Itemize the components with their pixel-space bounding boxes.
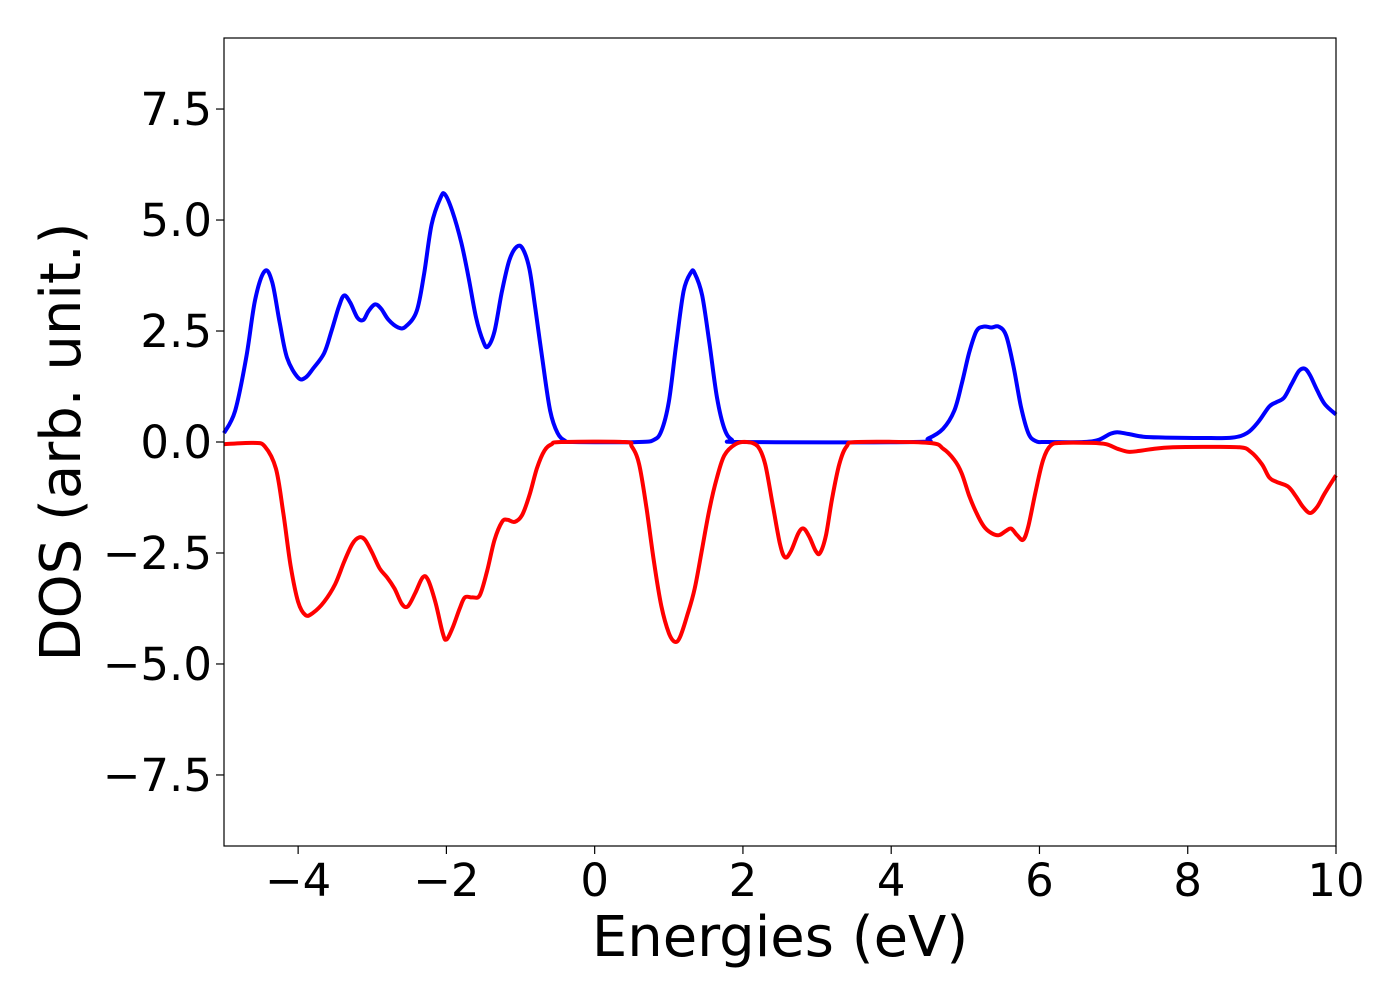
x-tick-label: 0 <box>580 854 609 907</box>
x-tick-label: 8 <box>1173 854 1202 907</box>
y-axis: 7.5 5.0 2.5 0.0 −2.5 −5.0 −7.5 <box>103 83 224 802</box>
y-tick-label: 7.5 <box>140 83 212 136</box>
y-tick-label: −5.0 <box>103 638 212 691</box>
x-tick-label: 6 <box>1025 854 1054 907</box>
y-axis-label: DOS (arb. unit.) <box>29 222 94 661</box>
series-line-spin-up <box>222 191 1338 445</box>
series-line-spin-down <box>223 439 1338 645</box>
y-tick-label: −2.5 <box>103 527 212 580</box>
y-tick-label: 2.5 <box>140 305 212 358</box>
y-tick-label: 5.0 <box>140 194 212 247</box>
y-tick-label: 0.0 <box>140 416 212 469</box>
x-axis: −4 −2 0 2 4 6 8 10 <box>265 846 1365 907</box>
x-tick-label: −4 <box>265 854 331 907</box>
x-axis-label: Energies (eV) <box>592 905 968 970</box>
x-tick-label: 10 <box>1307 854 1364 907</box>
y-tick-label: −7.5 <box>103 749 212 802</box>
x-tick-label: 4 <box>877 854 906 907</box>
series-layer <box>222 191 1338 645</box>
x-tick-label: −2 <box>413 854 479 907</box>
x-tick-label: 2 <box>729 854 758 907</box>
